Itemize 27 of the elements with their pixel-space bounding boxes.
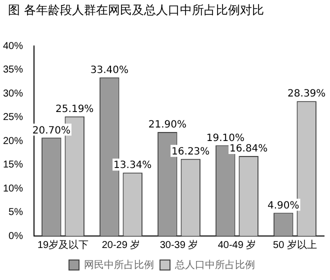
chart-title: 图 各年龄段人群在网民及总人口中所占比例对比	[7, 2, 265, 19]
data-label: 25.19%	[56, 104, 94, 115]
y-tick-label: 35%	[3, 64, 24, 76]
data-label: 16.84%	[230, 144, 268, 155]
data-label: 4.90%	[268, 200, 300, 212]
data-label: 20.70%	[32, 125, 70, 136]
data-label: 13.34%	[114, 160, 152, 172]
data-label: 28.39%	[288, 88, 326, 100]
data-label: 19.10%	[206, 132, 244, 144]
data-label: 21.90%	[148, 120, 186, 131]
data-label: 33.40%	[90, 64, 128, 76]
y-tick-label: 20%	[3, 136, 24, 147]
x-tick-label: 50 岁以上	[273, 238, 317, 251]
data-label: 16.23%	[172, 146, 210, 158]
y-tick-label: 40%	[3, 40, 24, 52]
legend-label: 总人口中所占比例	[174, 258, 255, 271]
y-tick-label: 10%	[3, 183, 24, 194]
x-tick-label: 40-49 岁	[218, 238, 256, 251]
y-tick-label: 0%	[8, 230, 24, 242]
y-tick-label: 25%	[3, 112, 24, 123]
legend-label: 网民中所占比例	[84, 258, 154, 271]
x-tick-label: 30-39 岁	[160, 238, 198, 251]
y-tick-label: 5%	[8, 207, 24, 218]
x-tick-label: 19岁及以下	[37, 238, 89, 251]
x-tick-label: 20-29 岁	[102, 238, 140, 251]
y-tick-label: 15%	[3, 160, 24, 170]
y-tick-label: 30%	[3, 88, 24, 100]
